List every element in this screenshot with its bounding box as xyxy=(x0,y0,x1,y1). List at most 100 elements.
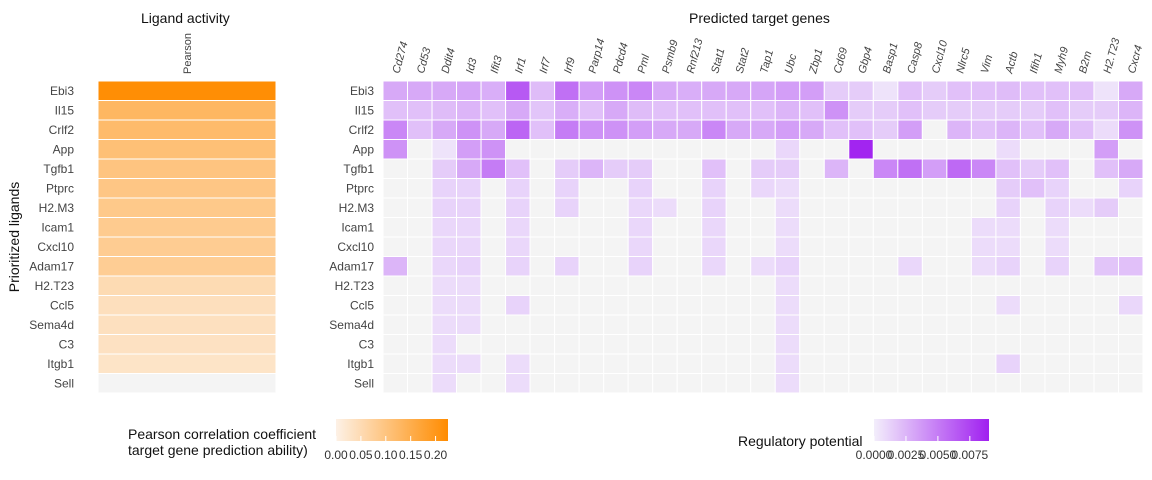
reg-tile-Crlf2-Psmb9 xyxy=(652,119,678,140)
left-ligand-label-Itgb1: Itgb1 xyxy=(47,357,74,371)
reg-tile-Il15-Tap1 xyxy=(750,100,776,121)
reg-tile-Ptprc-Ubc xyxy=(774,178,801,199)
reg-tile-Ptprc-Ifih1 xyxy=(1019,178,1046,199)
reg-tile-C3-Pml xyxy=(627,334,654,355)
activity-legend-tick-label: 0.10 xyxy=(374,448,398,462)
activity-legend-title: Pearson correlation coefficient target g… xyxy=(128,426,316,458)
right-ligand-label-Icam1: Icam1 xyxy=(341,220,374,234)
left-ligand-label-Il15: Il15 xyxy=(55,103,75,117)
reg-tile-H2.M3-Id3 xyxy=(456,197,482,218)
reg-tile-Ebi3-Irf1 xyxy=(505,80,531,101)
reg-tile-Itgb1-Irf1 xyxy=(505,353,531,374)
activity-legend-colorbar xyxy=(336,419,448,441)
reg-tile-Itgb1-Cd274 xyxy=(382,353,409,374)
reg-tile-Icam1-Tap1 xyxy=(750,217,776,238)
reg-tile-Tgfb1-Pml xyxy=(627,158,654,179)
reg-tile-Tgfb1-Irf1 xyxy=(505,158,531,179)
reg-tile-C3-B2m xyxy=(1068,334,1095,355)
reg-tile-Ccl5-H2.T23 xyxy=(1093,295,1119,316)
reg-tile-Ebi3-Ubc xyxy=(774,80,801,101)
reg-tile-Crlf2-Cd274 xyxy=(382,119,409,140)
reg-tile-Sema4d-Ddit4 xyxy=(431,314,458,335)
reg-tile-Icam1-Irf7 xyxy=(529,217,556,238)
reg-tile-Sema4d-Stat1 xyxy=(701,314,727,335)
reg-tile-Tgfb1-B2m xyxy=(1068,158,1095,179)
activity-tile-Ebi3 xyxy=(97,80,277,101)
activity-tile-Sema4d xyxy=(97,314,277,335)
reg-tile-Crlf2-Id3 xyxy=(456,119,482,140)
reg-tile-Sell-Id3 xyxy=(456,373,482,394)
reg-tile-C3-Cd53 xyxy=(407,334,433,355)
reg-tile-Il15-Rnf213 xyxy=(676,100,703,121)
reg-tile-Ccl5-B2m xyxy=(1068,295,1095,316)
reg-tile-Il15-Irf1 xyxy=(505,100,531,121)
reg-tile-C3-Basp1 xyxy=(872,334,899,355)
reg-tile-App-Cd274 xyxy=(382,139,409,160)
reg-tile-H2.M3-Ifit3 xyxy=(480,197,507,218)
reg-tile-C3-Id3 xyxy=(456,334,482,355)
reg-tile-Il15-Irf7 xyxy=(529,100,556,121)
reg-tile-C3-Nlrc5 xyxy=(946,334,972,355)
reg-tile-Adam17-Nlrc5 xyxy=(946,256,972,277)
reg-tile-Ptprc-Stat1 xyxy=(701,178,727,199)
reg-tile-Ptprc-Zbp1 xyxy=(799,178,825,199)
gene-label-Id3: Id3 xyxy=(464,56,480,75)
reg-tile-Ptprc-Ifit3 xyxy=(480,178,507,199)
gene-label-Basp1: Basp1 xyxy=(881,42,901,75)
reg-tile-Itgb1-Myh9 xyxy=(1044,353,1070,374)
reg-tile-Il15-Ifit3 xyxy=(480,100,507,121)
left-ligand-label-Ptprc: Ptprc xyxy=(46,181,74,195)
reg-tile-Ptprc-Pdcd4 xyxy=(603,178,629,199)
reg-tile-Sema4d-Psmb9 xyxy=(652,314,678,335)
activity-tile-Sell xyxy=(97,373,277,394)
reg-tile-Ebi3-Id3 xyxy=(456,80,482,101)
reg-tile-Icam1-Irf9 xyxy=(554,217,580,238)
reg-tile-C3-Cd274 xyxy=(382,334,409,355)
reg-tile-App-Cd53 xyxy=(407,139,433,160)
gene-label-Myh9: Myh9 xyxy=(1053,46,1072,75)
reg-tile-Ebi3-Cxcr4 xyxy=(1117,80,1144,101)
reg-tile-C3-Cd69 xyxy=(823,334,850,355)
reg-tile-Ebi3-Psmb9 xyxy=(652,80,678,101)
reg-tile-App-Psmb9 xyxy=(652,139,678,160)
reg-tile-Ccl5-Gbp4 xyxy=(848,295,874,316)
reg-tile-Ccl5-Irf9 xyxy=(554,295,580,316)
reg-tile-Tgfb1-Id3 xyxy=(456,158,482,179)
right-ligand-label-H2.M3: H2.M3 xyxy=(339,201,375,215)
reg-tile-H2.T23-Irf9 xyxy=(554,275,580,296)
reg-tile-H2.M3-Ifih1 xyxy=(1019,197,1046,218)
reg-tile-Ccl5-Myh9 xyxy=(1044,295,1070,316)
activity-tile-Itgb1 xyxy=(97,353,277,374)
reg-tile-Cxcl10-Cd53 xyxy=(407,236,433,257)
activity-tile-H2.M3 xyxy=(97,197,277,218)
reg-tile-H2.M3-Pml xyxy=(627,197,654,218)
activity-legend-title-line2: target gene prediction ability) xyxy=(128,442,308,458)
reg-tile-H2.T23-Cd53 xyxy=(407,275,433,296)
regulatory-legend-colorbar xyxy=(874,419,989,441)
reg-tile-Cxcl10-Cxcl10 xyxy=(921,236,948,257)
reg-tile-Tgfb1-Cd53 xyxy=(407,158,433,179)
activity-tile-Cxcl10 xyxy=(97,236,277,257)
reg-tile-Sell-B2m xyxy=(1068,373,1095,394)
reg-tile-Cxcl10-Actb xyxy=(995,236,1021,257)
reg-tile-Sell-Myh9 xyxy=(1044,373,1070,394)
reg-tile-H2.T23-B2m xyxy=(1068,275,1095,296)
reg-tile-Ptprc-Stat2 xyxy=(725,178,752,199)
gene-label-Ddit4: Ddit4 xyxy=(440,47,458,75)
reg-tile-App-Gbp4 xyxy=(848,139,874,160)
reg-tile-C3-Ddit4 xyxy=(431,334,458,355)
reg-tile-App-Ubc xyxy=(774,139,801,160)
reg-tile-Crlf2-Ifih1 xyxy=(1019,119,1046,140)
reg-tile-Cxcl10-Cd69 xyxy=(823,236,850,257)
reg-tile-Il15-Actb xyxy=(995,100,1021,121)
reg-tile-H2.T23-Basp1 xyxy=(872,275,899,296)
reg-tile-App-Basp1 xyxy=(872,139,899,160)
reg-tile-Il15-Cd274 xyxy=(382,100,409,121)
reg-tile-C3-Rnf213 xyxy=(676,334,703,355)
reg-tile-Cxcl10-Gbp4 xyxy=(848,236,874,257)
reg-tile-Cxcl10-Nlrc5 xyxy=(946,236,972,257)
reg-tile-App-Irf7 xyxy=(529,139,556,160)
reg-tile-Ccl5-Basp1 xyxy=(872,295,899,316)
reg-tile-Tgfb1-Parp14 xyxy=(578,158,605,179)
